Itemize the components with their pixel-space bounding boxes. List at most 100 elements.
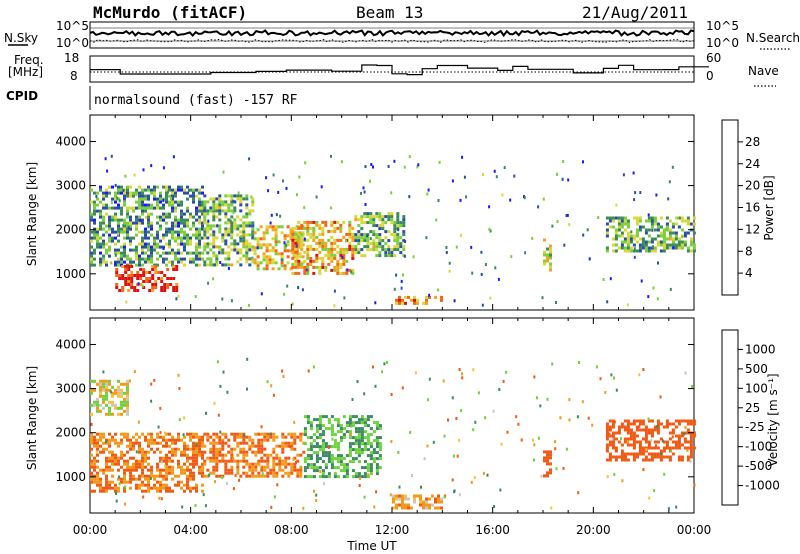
echo-cell — [297, 226, 301, 230]
echo-cell — [301, 231, 305, 235]
echo-cell — [96, 483, 99, 487]
echo-cell — [239, 224, 243, 228]
echo-cell — [154, 280, 158, 283]
echo-cell — [357, 233, 361, 237]
echo-cell — [174, 224, 177, 228]
echo-cell — [622, 173, 625, 177]
echo-cell — [227, 251, 231, 255]
echo-cell — [680, 216, 684, 220]
echo-cell — [360, 248, 364, 252]
echo-cell — [268, 255, 272, 259]
echo-cell — [221, 248, 225, 252]
echo-cell — [281, 450, 285, 454]
echo-cell — [153, 438, 156, 442]
echo-cell — [90, 441, 93, 445]
echo-cell — [291, 232, 295, 236]
echo-cell — [626, 240, 630, 244]
echo-cell — [451, 396, 454, 400]
echo-cell — [126, 391, 129, 395]
echo-cell — [333, 265, 337, 269]
echo-cell — [680, 434, 684, 438]
echo-cell — [399, 224, 403, 228]
echo-cell — [472, 368, 475, 372]
echo-cell — [171, 197, 174, 201]
echo-cell — [224, 200, 228, 204]
echo-cell — [620, 240, 624, 244]
echo-cell — [366, 248, 370, 252]
echo-cell — [577, 491, 580, 495]
echo-cell — [300, 247, 304, 251]
echo-cell — [227, 263, 231, 267]
echo-cell — [357, 230, 361, 234]
echo-cell — [396, 248, 400, 252]
echo-cell — [203, 218, 207, 222]
echo-cell — [378, 245, 382, 249]
echo-cell — [221, 459, 225, 463]
echo-cell — [215, 432, 219, 436]
echo-cell — [681, 235, 684, 239]
echo-cell — [230, 299, 233, 303]
echo-cell — [168, 251, 171, 255]
echo-cell — [543, 238, 546, 242]
echo-cell — [209, 447, 213, 451]
echo-cell — [611, 419, 615, 423]
echo-cell — [99, 224, 102, 228]
echo-cell — [638, 216, 642, 220]
echo-cell — [117, 468, 120, 472]
echo-cell — [605, 449, 609, 453]
echo-cell — [653, 425, 657, 429]
echo-cell — [148, 277, 152, 280]
echo-cell — [297, 271, 301, 275]
echo-cell — [650, 222, 654, 226]
echo-cell — [198, 191, 201, 195]
echo-cell — [284, 459, 288, 463]
echo-cell — [174, 447, 177, 451]
echo-cell — [692, 431, 696, 435]
echo-cell — [93, 435, 96, 439]
echo-cell — [293, 435, 297, 439]
echo-cell — [635, 234, 639, 238]
echo-cell — [641, 243, 645, 247]
echo-cell — [227, 230, 231, 234]
noise-search-series — [89, 38, 695, 44]
echo-cell — [384, 236, 388, 240]
echo-cell — [613, 376, 615, 380]
echo-cell — [195, 456, 198, 460]
echo-cell — [422, 506, 425, 510]
echo-cell — [233, 206, 237, 210]
echo-cell — [245, 474, 249, 478]
echo-cell — [626, 303, 629, 307]
echo-cell — [259, 225, 263, 229]
echo-cell — [272, 432, 276, 436]
echo-cell — [251, 462, 255, 466]
echo-cell — [605, 434, 609, 438]
echo-cell — [105, 447, 108, 451]
echo-cell — [99, 382, 102, 386]
echo-cell — [189, 257, 192, 261]
colorbar-tick: 1000 — [745, 342, 776, 356]
echo-cell — [402, 221, 406, 225]
echo-cell — [129, 468, 132, 472]
echo-cell — [390, 191, 393, 195]
echo-cell — [443, 434, 446, 438]
echo-cell — [680, 431, 684, 435]
echo-cell — [90, 462, 93, 466]
echo-cell — [171, 200, 174, 204]
echo-cell — [198, 438, 201, 442]
echo-cell — [296, 474, 300, 478]
echo-cell — [165, 233, 168, 237]
echo-cell — [117, 263, 120, 267]
echo-cell — [99, 432, 102, 436]
echo-cell — [295, 240, 299, 244]
echo-cell — [159, 480, 162, 484]
echo-cell — [413, 500, 416, 504]
echo-cell — [635, 240, 639, 244]
echo-cell — [138, 215, 141, 219]
echo-cell — [297, 238, 301, 242]
echo-cell — [233, 227, 237, 231]
echo-cell — [327, 451, 331, 455]
echo-cell — [689, 452, 693, 456]
echo-cell — [218, 203, 222, 207]
echo-cell — [635, 440, 639, 444]
echo-cell — [260, 450, 264, 454]
